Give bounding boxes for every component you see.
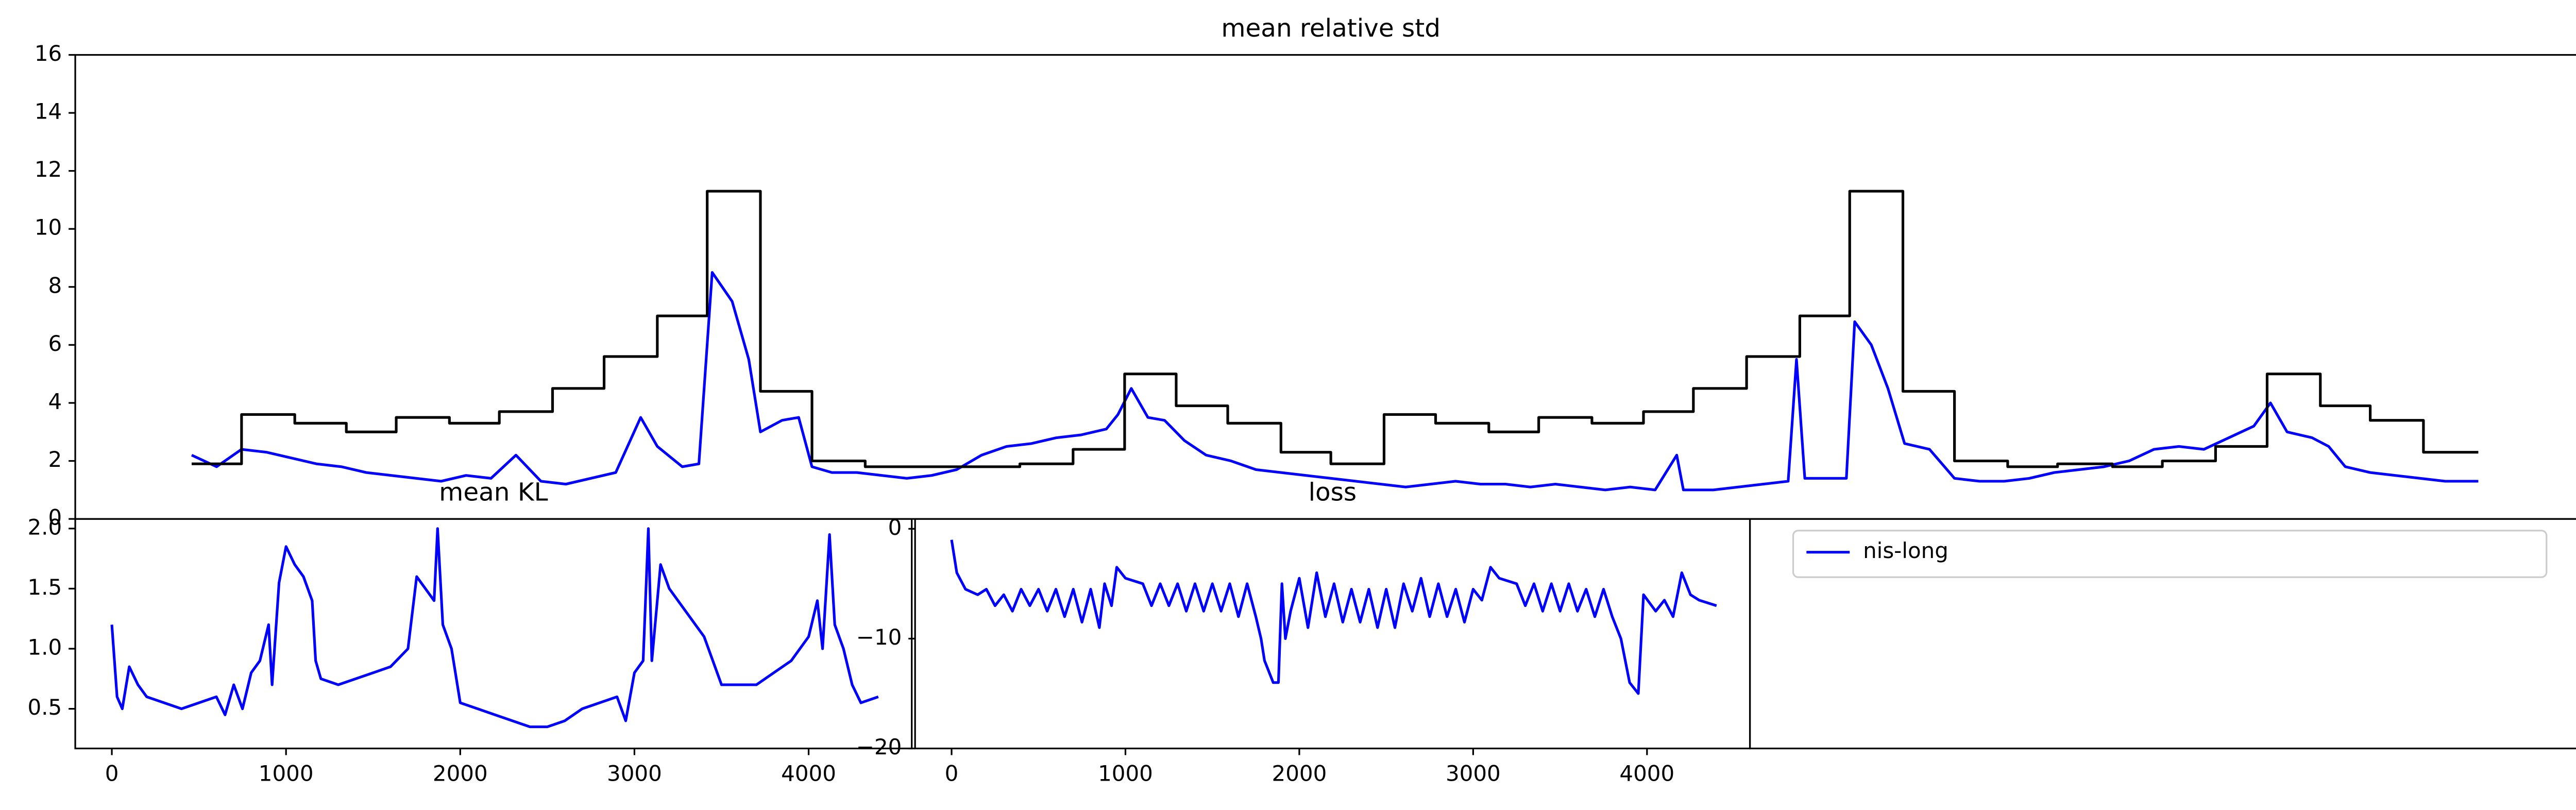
y-tick-label: 0 — [48, 505, 62, 530]
chart-title: loss — [1309, 478, 1357, 507]
y-tick-label: 0 — [888, 515, 902, 540]
data-line — [192, 190, 2479, 468]
y-tick-label: 0.5 — [28, 695, 62, 720]
axes-frame — [74, 518, 913, 750]
x-tick-label: 1000 — [259, 761, 314, 786]
chart-title: mean relative std — [1221, 14, 1440, 43]
legend-box — [1792, 530, 2548, 578]
y-tick-label: −10 — [856, 625, 902, 650]
y-tick-label: 10 — [35, 215, 62, 240]
y-tick-label: 16 — [35, 41, 62, 66]
legend-label: nis-long — [1863, 538, 1948, 563]
y-tick-label: 6 — [48, 331, 62, 356]
y-tick-label: 2 — [48, 447, 62, 472]
data-line — [950, 539, 1717, 695]
axes-frame — [1749, 518, 2576, 750]
y-tick-label: −20 — [856, 734, 902, 760]
x-tick-label: 3000 — [607, 761, 662, 786]
y-tick-label: 2.0 — [28, 514, 62, 539]
y-tick-label: 8 — [48, 273, 62, 298]
data-line — [110, 527, 879, 729]
x-tick-label: 0 — [105, 761, 119, 786]
x-tick-label: 1000 — [1098, 761, 1153, 786]
x-tick-label: 2000 — [1272, 761, 1327, 786]
x-tick-label: 4000 — [1619, 761, 1674, 786]
y-tick-label: 1.5 — [28, 575, 62, 600]
y-tick-label: 4 — [48, 389, 62, 414]
data-line — [191, 271, 2479, 492]
x-tick-label: 4000 — [781, 761, 836, 786]
x-tick-label: 0 — [945, 761, 959, 786]
y-tick-label: 14 — [35, 99, 62, 124]
chart-title: mean KL — [439, 478, 548, 507]
axes-frame — [914, 518, 1751, 750]
y-tick-label: 12 — [35, 157, 62, 182]
y-tick-label: 1.0 — [28, 634, 62, 660]
x-tick-label: 3000 — [1446, 761, 1501, 786]
x-tick-label: 2000 — [433, 761, 488, 786]
